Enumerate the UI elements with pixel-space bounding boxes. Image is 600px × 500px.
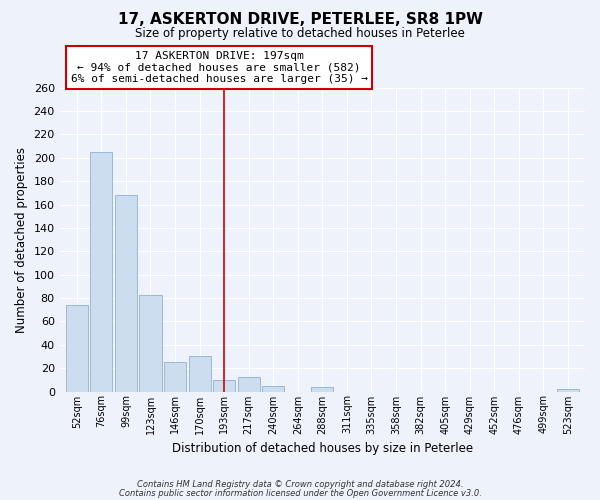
Bar (139, 294, 161, 392)
Bar (188, 356, 211, 392)
Bar (115, 195, 137, 392)
X-axis label: Distribution of detached houses by size in Peterlee: Distribution of detached houses by size … (172, 442, 473, 455)
Bar (66, 305, 88, 392)
Bar (311, 387, 334, 392)
Bar (91, 152, 112, 392)
Text: Size of property relative to detached houses in Peterlee: Size of property relative to detached ho… (135, 28, 465, 40)
Bar (238, 378, 260, 392)
Bar (262, 386, 284, 392)
Bar (557, 389, 579, 392)
Bar (213, 380, 235, 392)
Bar (164, 362, 186, 392)
Text: Contains HM Land Registry data © Crown copyright and database right 2024.: Contains HM Land Registry data © Crown c… (137, 480, 463, 489)
Y-axis label: Number of detached properties: Number of detached properties (15, 146, 28, 332)
Text: Contains public sector information licensed under the Open Government Licence v3: Contains public sector information licen… (119, 489, 481, 498)
Text: 17, ASKERTON DRIVE, PETERLEE, SR8 1PW: 17, ASKERTON DRIVE, PETERLEE, SR8 1PW (118, 12, 482, 28)
Text: 17 ASKERTON DRIVE: 197sqm
← 94% of detached houses are smaller (582)
6% of semi-: 17 ASKERTON DRIVE: 197sqm ← 94% of detac… (71, 51, 368, 84)
